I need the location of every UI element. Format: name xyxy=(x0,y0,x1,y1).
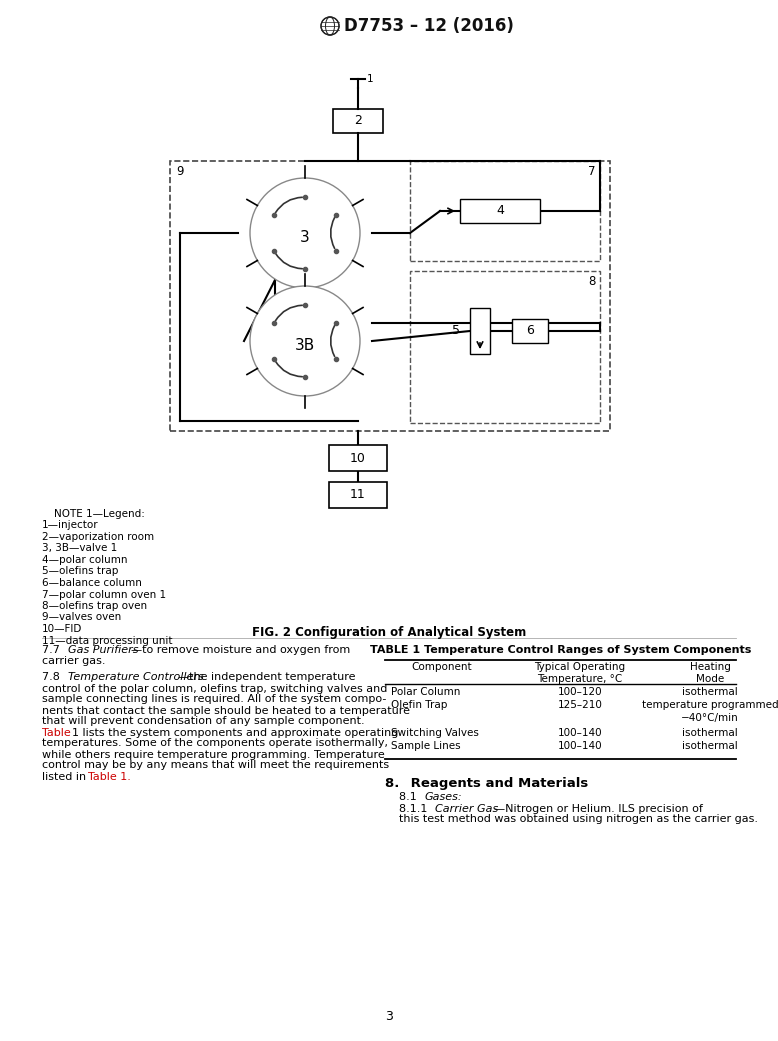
Text: Table 1.: Table 1. xyxy=(88,771,131,782)
Text: that will prevent condensation of any sample component.: that will prevent condensation of any sa… xyxy=(42,716,365,727)
Text: 4: 4 xyxy=(496,204,504,218)
Text: Heating
Mode: Heating Mode xyxy=(689,662,731,684)
Text: 3: 3 xyxy=(385,1010,393,1023)
Text: 11: 11 xyxy=(350,488,366,502)
Text: NOTE 1—Legend:: NOTE 1—Legend: xyxy=(54,509,145,519)
Text: 10: 10 xyxy=(350,452,366,464)
Text: —Nitrogen or Helium. ILS precision of: —Nitrogen or Helium. ILS precision of xyxy=(494,804,703,813)
Text: Gas Purifiers: Gas Purifiers xyxy=(68,645,138,655)
Circle shape xyxy=(250,286,360,396)
Text: 7—polar column oven 1: 7—polar column oven 1 xyxy=(42,589,166,600)
Text: Carrier Gas: Carrier Gas xyxy=(435,804,498,813)
FancyBboxPatch shape xyxy=(329,445,387,471)
Text: 9: 9 xyxy=(176,166,184,178)
Text: Temperature Controllers: Temperature Controllers xyxy=(68,672,204,683)
Text: 8.1.1: 8.1.1 xyxy=(399,804,433,813)
Text: Typical Operating
Temperature, °C: Typical Operating Temperature, °C xyxy=(534,662,626,684)
Text: temperatures. Some of the components operate isothermally,: temperatures. Some of the components ope… xyxy=(42,738,388,748)
Text: isothermal: isothermal xyxy=(682,728,738,737)
Text: D7753 – 12 (2016): D7753 – 12 (2016) xyxy=(344,17,514,35)
Text: isothermal: isothermal xyxy=(682,687,738,697)
Text: 8.  Reagents and Materials: 8. Reagents and Materials xyxy=(385,777,588,789)
Text: 3: 3 xyxy=(300,230,310,246)
Text: TABLE 1 Temperature Control Ranges of System Components: TABLE 1 Temperature Control Ranges of Sy… xyxy=(370,645,752,655)
Text: 8—olefins trap oven: 8—olefins trap oven xyxy=(42,601,147,611)
Text: Polar Column: Polar Column xyxy=(391,687,461,697)
Text: −40°C/min: −40°C/min xyxy=(681,713,739,723)
Text: Table: Table xyxy=(42,728,71,737)
Text: 100–140: 100–140 xyxy=(558,741,602,751)
Text: 125–210: 125–210 xyxy=(558,701,602,711)
Text: control may be by any means that will meet the requirements: control may be by any means that will me… xyxy=(42,761,389,770)
Text: this test method was obtained using nitrogen as the carrier gas.: this test method was obtained using nitr… xyxy=(399,814,758,824)
Text: 9—valves oven: 9—valves oven xyxy=(42,612,121,623)
Text: isothermal: isothermal xyxy=(682,741,738,751)
Text: 7.7: 7.7 xyxy=(42,645,71,655)
Text: Sample Lines: Sample Lines xyxy=(391,741,461,751)
Text: 11—data processing unit: 11—data processing unit xyxy=(42,635,173,645)
Text: 8.1: 8.1 xyxy=(399,792,422,803)
FancyBboxPatch shape xyxy=(410,161,600,261)
FancyBboxPatch shape xyxy=(460,199,540,223)
Text: 6—balance column: 6—balance column xyxy=(42,578,142,588)
Text: control of the polar column, olefins trap, switching valves and: control of the polar column, olefins tra… xyxy=(42,684,387,693)
FancyBboxPatch shape xyxy=(170,161,610,431)
FancyBboxPatch shape xyxy=(333,109,383,133)
Text: carrier gas.: carrier gas. xyxy=(42,656,106,666)
Text: 8: 8 xyxy=(589,275,596,288)
Text: listed in: listed in xyxy=(42,771,92,782)
Text: nents that contact the sample should be heated to a temperature: nents that contact the sample should be … xyxy=(42,706,410,715)
Text: 1 lists the system components and approximate operating: 1 lists the system components and approx… xyxy=(72,728,398,737)
Text: 3B: 3B xyxy=(295,338,315,354)
Text: while others require temperature programming. Temperature: while others require temperature program… xyxy=(42,750,385,760)
Text: 100–140: 100–140 xyxy=(558,728,602,737)
FancyBboxPatch shape xyxy=(410,271,600,423)
Text: 100–120: 100–120 xyxy=(558,687,602,697)
Text: 5—olefins trap: 5—olefins trap xyxy=(42,566,118,577)
Text: 3, 3B—valve 1: 3, 3B—valve 1 xyxy=(42,543,117,554)
Text: 1: 1 xyxy=(367,74,373,84)
Text: 6: 6 xyxy=(526,325,534,337)
Text: 2—vaporization room: 2—vaporization room xyxy=(42,532,154,542)
Text: Component: Component xyxy=(412,662,472,672)
Text: 2: 2 xyxy=(354,115,362,127)
FancyBboxPatch shape xyxy=(512,319,548,342)
Text: 10—FID: 10—FID xyxy=(42,624,82,634)
Text: sample connecting lines is required. All of the system compo-: sample connecting lines is required. All… xyxy=(42,694,387,705)
Text: Olefin Trap: Olefin Trap xyxy=(391,701,447,711)
Text: 1—injector: 1—injector xyxy=(42,520,99,531)
Text: 7: 7 xyxy=(588,166,596,178)
Text: Switching Valves: Switching Valves xyxy=(391,728,479,737)
Text: 4—polar column: 4—polar column xyxy=(42,555,128,565)
Text: —to remove moisture and oxygen from: —to remove moisture and oxygen from xyxy=(131,645,350,655)
Circle shape xyxy=(250,178,360,288)
Text: —the independent temperature: —the independent temperature xyxy=(178,672,356,683)
Text: 5: 5 xyxy=(452,325,460,337)
Text: FIG. 2 Configuration of Analytical System: FIG. 2 Configuration of Analytical Syste… xyxy=(252,626,526,639)
FancyBboxPatch shape xyxy=(329,482,387,508)
Text: 7.8: 7.8 xyxy=(42,672,71,683)
Text: Gases:: Gases: xyxy=(425,792,463,803)
FancyBboxPatch shape xyxy=(470,308,490,354)
Text: temperature programmed: temperature programmed xyxy=(642,701,778,711)
